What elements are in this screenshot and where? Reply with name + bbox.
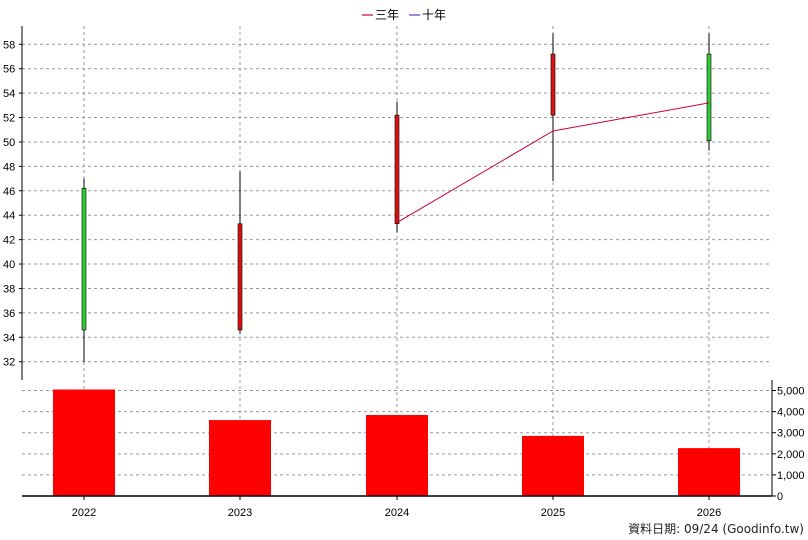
year-axis-ticks: 2022 2023 2024 2025 2026	[72, 496, 721, 519]
volume-tick-label: 2,000	[777, 449, 805, 461]
price-tick-label: 40	[3, 259, 15, 271]
price-tick-label: 42	[3, 235, 15, 247]
legend-ma3-label: 三年	[375, 8, 399, 22]
year-tick-label: 2024	[385, 507, 409, 519]
moving-average-lines	[396, 102, 710, 223]
volume-bar	[209, 420, 271, 496]
ma3-line	[396, 102, 710, 223]
volume-bar	[678, 448, 740, 496]
price-tick-label: 32	[3, 357, 15, 369]
volume-tick-label: 1,000	[777, 470, 805, 482]
year-tick-label: 2025	[541, 507, 565, 519]
price-tick-label: 46	[3, 186, 15, 198]
price-tick-label: 36	[3, 308, 15, 320]
price-axis-ticks: 32 34 36 38 40 42 44 46 48 50 52 54 56 58	[3, 39, 22, 369]
candle-body	[81, 188, 87, 331]
volume-bar	[366, 415, 428, 496]
volume-axis-ticks: 0 1,000 2,000 3,000 4,000 5,000	[772, 386, 805, 503]
legend: 三年 十年	[362, 8, 446, 22]
volume-tick-label: 0	[777, 491, 783, 503]
candlesticks	[81, 33, 712, 362]
price-tick-label: 50	[3, 137, 15, 149]
price-tick-label: 54	[3, 88, 15, 100]
price-tick-label: 38	[3, 283, 15, 295]
candle-body	[237, 223, 243, 331]
price-tick-label: 34	[3, 332, 15, 344]
volume-bars	[53, 389, 740, 496]
volume-bar	[53, 389, 115, 496]
candle-body	[394, 114, 400, 225]
legend-ma10-label: 十年	[422, 8, 446, 22]
year-tick-label: 2026	[697, 507, 721, 519]
price-tick-label: 52	[3, 113, 15, 125]
price-tick-label: 58	[3, 39, 15, 51]
volume-tick-label: 5,000	[777, 386, 805, 398]
volume-tick-label: 3,000	[777, 428, 805, 440]
year-tick-label: 2022	[72, 507, 96, 519]
volume-tick-label: 4,000	[777, 407, 805, 419]
candle-body	[550, 53, 556, 116]
volume-bar	[522, 435, 584, 496]
year-tick-label: 2023	[228, 507, 252, 519]
data-date-footer: 資料日期: 09/24 (Goodinfo.tw)	[628, 522, 804, 536]
price-tick-label: 48	[3, 161, 15, 173]
price-tick-label: 44	[3, 210, 15, 222]
price-tick-label: 56	[3, 64, 15, 76]
candle-body	[706, 53, 712, 142]
